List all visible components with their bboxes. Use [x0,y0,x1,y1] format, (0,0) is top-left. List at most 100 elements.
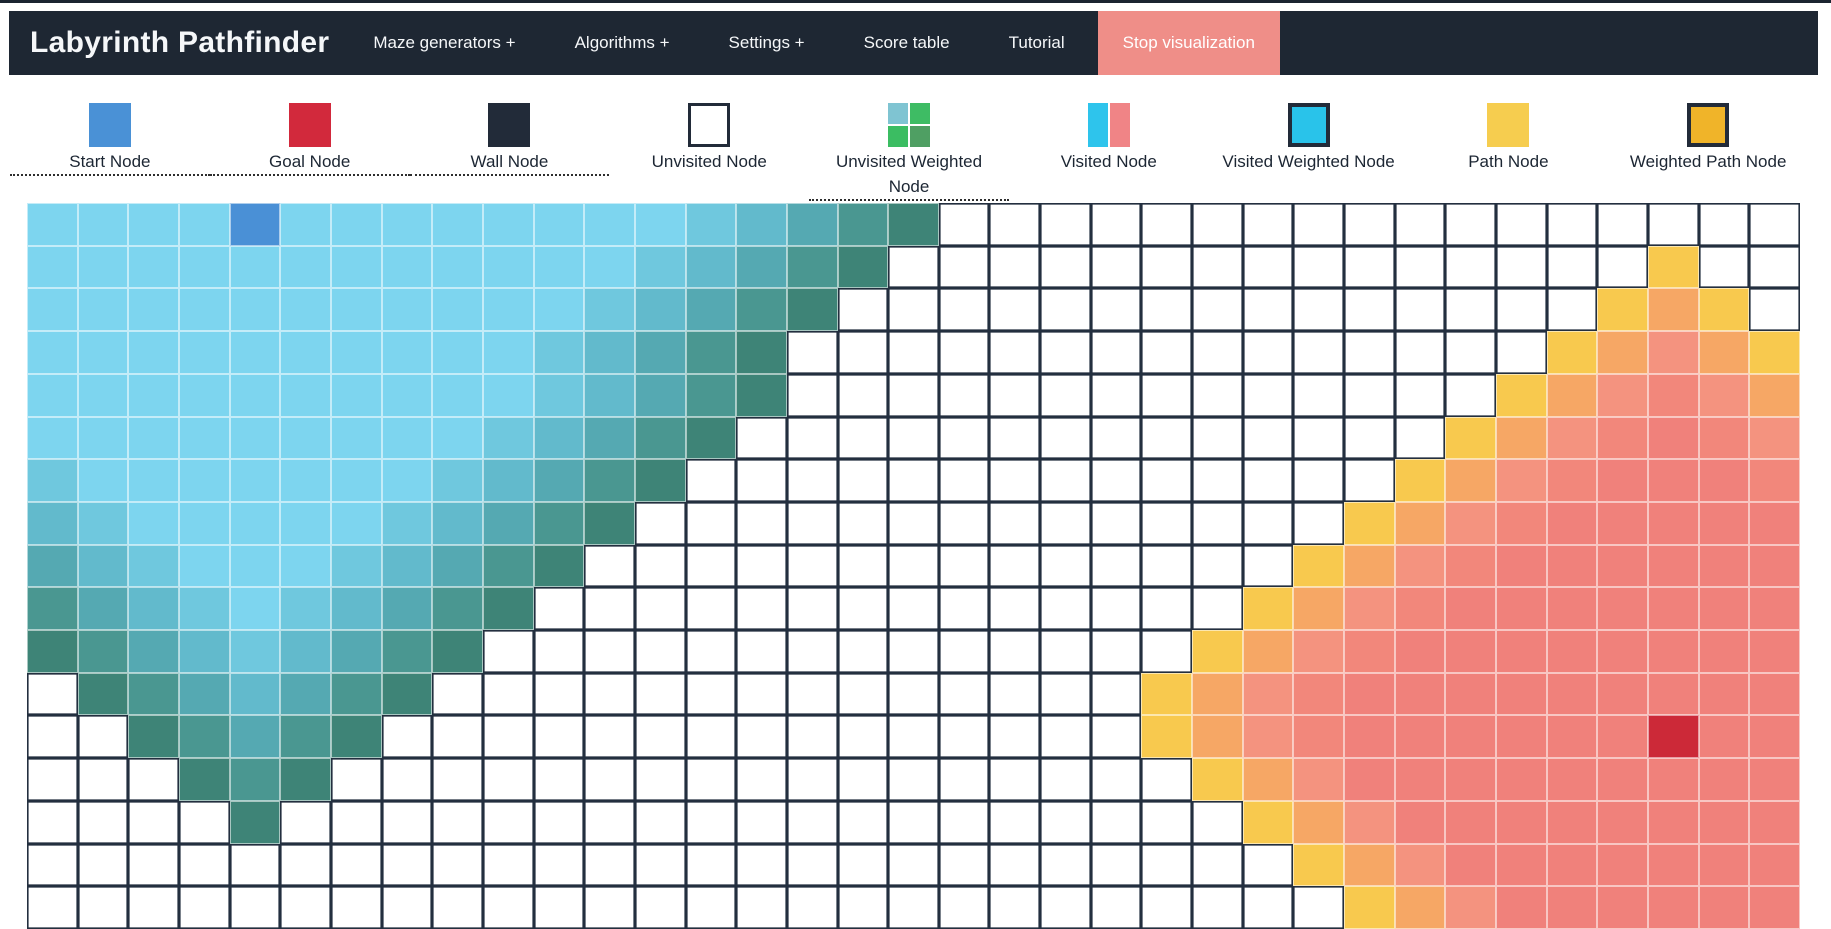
grid-cell-visited-goal-side[interactable] [1496,587,1547,631]
grid-cell-unvisited[interactable] [1040,245,1091,289]
grid-cell-visited-goal-side[interactable] [1698,758,1750,801]
grid-cell-visited-start-side[interactable] [330,715,382,759]
grid-cell-visited-goal-side[interactable] [1648,886,1699,929]
grid-cell-unvisited[interactable] [736,630,787,673]
grid-cell-unvisited[interactable] [1192,587,1243,631]
grid-cell-visited-goal-side[interactable] [1445,758,1497,801]
grid-cell-unvisited[interactable] [1141,203,1193,246]
grid-cell-unvisited[interactable] [482,672,534,716]
grid-cell-visited-goal-side[interactable] [1546,886,1598,929]
grid-cell-unvisited[interactable] [1090,758,1142,801]
grid-cell-visited-goal-side[interactable] [1546,758,1598,801]
grid-cell-unvisited[interactable] [1090,416,1142,460]
grid-cell-unvisited[interactable] [888,331,939,374]
grid-cell-visited-start-side[interactable] [128,245,179,289]
grid-cell-unvisited[interactable] [786,758,838,801]
grid-cell-visited-goal-side[interactable] [1698,459,1750,502]
grid-cell-visited-start-side[interactable] [27,501,78,545]
grid-cell-unvisited[interactable] [1141,587,1193,631]
grid-cell-visited-start-side[interactable] [533,245,585,289]
grid-cell-visited-goal-side[interactable] [1546,715,1598,759]
grid-cell-unvisited[interactable] [786,672,838,716]
grid-cell-visited-goal-side[interactable] [1344,544,1395,588]
grid-cell-unvisited[interactable] [1040,715,1091,759]
grid-cell-visited-start-side[interactable] [229,459,281,502]
grid-cell-unvisited[interactable] [77,715,129,759]
grid-cell-unvisited[interactable] [1141,886,1193,929]
grid-cell-unvisited[interactable] [837,672,889,716]
grid-cell-unvisited[interactable] [27,886,78,929]
grid-cell-visited-goal-side[interactable] [1394,886,1446,929]
grid-cell-unvisited[interactable] [888,544,939,588]
grid-cell-unvisited[interactable] [685,544,737,588]
grid-cell-unvisited[interactable] [634,501,686,545]
grid-cell-unvisited[interactable] [1090,245,1142,289]
grid-cell-unvisited[interactable] [938,843,990,887]
grid-cell-unvisited[interactable] [229,843,281,887]
grid-cell-visited-start-side[interactable] [482,373,534,417]
grid-cell-unvisited[interactable] [938,288,990,332]
grid-cell-unvisited[interactable] [1242,203,1294,246]
grid-cell-visited-goal-side[interactable] [1394,459,1446,502]
grid-cell-visited-start-side[interactable] [584,245,635,289]
grid-cell-unvisited[interactable] [888,758,939,801]
grid-cell-visited-start-side[interactable] [533,459,585,502]
grid-cell-unvisited[interactable] [938,715,990,759]
grid-cell-visited-goal-side[interactable] [1648,416,1699,460]
grid-cell-unvisited[interactable] [1293,886,1345,929]
grid-cell-visited-goal-side[interactable] [1496,672,1547,716]
grid-cell-unvisited[interactable] [1242,886,1294,929]
grid-cell-unvisited[interactable] [1040,203,1091,246]
grid-cell-unvisited[interactable] [1090,886,1142,929]
grid-cell-unvisited[interactable] [1344,245,1395,289]
grid-cell-visited-start-side[interactable] [837,245,889,289]
grid-cell-unvisited[interactable] [938,800,990,844]
grid-cell-visited-goal-side[interactable] [1749,416,1800,460]
grid-cell-visited-goal-side[interactable] [1394,630,1446,673]
grid-cell-visited-goal-side[interactable] [1597,715,1649,759]
grid-cell-visited-goal-side[interactable] [1648,544,1699,588]
grid-cell-unvisited[interactable] [584,672,635,716]
grid-cell-visited-start-side[interactable] [432,331,483,374]
grid-cell-visited-goal-side[interactable] [1597,373,1649,417]
grid-cell-visited-start-side[interactable] [77,459,129,502]
grid-cell-unvisited[interactable] [77,800,129,844]
grid-cell-visited-start-side[interactable] [685,331,737,374]
grid-cell-unvisited[interactable] [1293,501,1345,545]
grid-cell-unvisited[interactable] [888,886,939,929]
grid-cell-unvisited[interactable] [1344,203,1395,246]
grid-cell-unvisited[interactable] [1749,245,1800,289]
grid-cell-visited-goal-side[interactable] [1749,501,1800,545]
grid-cell-visited-goal-side[interactable] [1192,630,1243,673]
grid-cell-visited-start-side[interactable] [229,288,281,332]
grid-cell-visited-goal-side[interactable] [1648,672,1699,716]
grid-cell-visited-start-side[interactable] [432,587,483,631]
grid-cell-unvisited[interactable] [1040,758,1091,801]
grid-cell-visited-goal-side[interactable] [1496,715,1547,759]
grid-cell-visited-start-side[interactable] [584,203,635,246]
grid-cell-unvisited[interactable] [1698,203,1750,246]
grid-cell-unvisited[interactable] [888,501,939,545]
grid-cell-unvisited[interactable] [634,544,686,588]
grid-cell-visited-start-side[interactable] [634,203,686,246]
grid-cell-unvisited[interactable] [1242,459,1294,502]
grid-cell-visited-start-side[interactable] [381,416,433,460]
grid-cell-unvisited[interactable] [837,331,889,374]
grid-cell-visited-goal-side[interactable] [1546,331,1598,374]
grid-cell-visited-goal-side[interactable] [1597,587,1649,631]
grid-cell-unvisited[interactable] [1546,245,1598,289]
grid-cell-unvisited[interactable] [888,715,939,759]
grid-cell-unvisited[interactable] [1040,459,1091,502]
grid-cell-visited-goal-side[interactable] [1597,800,1649,844]
grid-cell-unvisited[interactable] [77,758,129,801]
grid-cell-unvisited[interactable] [128,843,179,887]
grid-cell-unvisited[interactable] [1242,501,1294,545]
grid-cell-unvisited[interactable] [1141,800,1193,844]
grid-cell-visited-goal-side[interactable] [1648,630,1699,673]
grid-cell-unvisited[interactable] [1394,373,1446,417]
grid-cell-visited-start-side[interactable] [432,544,483,588]
grid-cell-visited-goal-side[interactable] [1546,843,1598,887]
grid-cell-goal-node[interactable] [1648,715,1699,759]
grid-cell-unvisited[interactable] [533,886,585,929]
grid-cell-visited-start-side[interactable] [482,416,534,460]
